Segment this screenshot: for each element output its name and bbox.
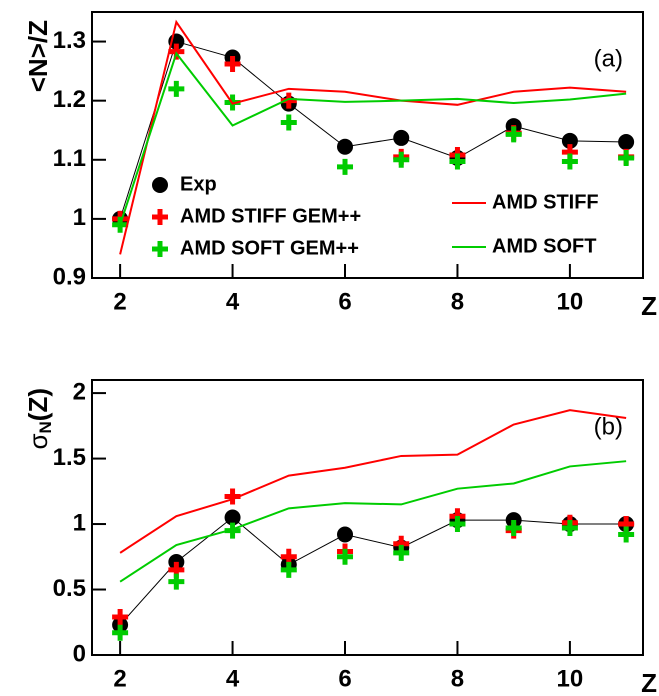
point [393,151,410,168]
y-label-sub: N [36,421,55,433]
x-tick-label: 10 [557,665,584,692]
point [618,526,635,543]
point [224,509,241,526]
legend-label: AMD SOFT GEM++ [180,237,359,259]
legend-marker [152,177,168,193]
y-tick-label: 0.9 [53,263,86,290]
point [280,561,297,578]
y-tick-label: 2 [73,378,86,405]
series-line [119,409,627,554]
legend-label: AMD SOFT [492,235,596,257]
legend-label: AMD STIFF [492,191,599,213]
x-tick-label: 2 [113,288,126,315]
point [168,43,185,60]
point [449,516,466,533]
y-label-suffix: (Z) [23,388,53,421]
point [561,153,578,170]
y-tick-label: 1 [73,204,86,231]
series-line [119,40,627,220]
x-tick-label: 8 [451,288,464,315]
point [337,548,354,565]
y-label-main: σ [23,433,53,449]
point [168,573,185,590]
y-tick-label: 0 [73,640,86,667]
legend-label: Exp [180,173,217,195]
point [112,216,129,233]
x-tick-label: 10 [557,288,584,315]
point [337,138,354,155]
point [561,132,578,149]
x-tick-label: 4 [226,665,240,692]
y-tick-label: 1 [73,509,86,536]
point [280,114,297,131]
series-line [119,516,627,626]
point [337,158,354,175]
y-tick-label: 1.5 [53,444,86,471]
legend-marker [152,209,168,225]
x-tick-label: 6 [338,665,351,692]
y-tick-label: 1.1 [53,145,86,172]
point [337,526,354,543]
series-line [119,460,627,583]
point [112,609,129,626]
point [393,129,410,146]
legend-marker [152,241,168,257]
x-tick-label: 8 [451,665,464,692]
point [505,126,522,143]
y-axis-label: σN(Z) [23,388,56,450]
point [618,150,635,167]
point [449,153,466,170]
point [505,519,522,536]
x-axis-label: Z [641,668,657,696]
plot-frame [91,379,644,656]
y-tick-label: 0.5 [53,575,86,602]
point [561,519,578,536]
y-axis-label: <N>/Z [23,20,53,92]
point [112,624,129,641]
series-line [119,19,627,255]
point [618,134,635,151]
legend-label: AMD STIFF GEM++ [180,205,361,227]
x-tick-label: 6 [338,288,351,315]
x-tick-label: 2 [113,665,126,692]
series-line [119,51,627,226]
y-tick-label: 1.3 [53,27,86,54]
point [224,56,241,73]
plot-frame [91,11,644,279]
point [393,544,410,561]
panel-label: (a) [594,45,623,72]
point [168,80,185,97]
y-tick-label: 1.2 [53,86,86,113]
x-axis-label: Z [641,291,657,321]
x-tick-label: 4 [226,288,240,315]
